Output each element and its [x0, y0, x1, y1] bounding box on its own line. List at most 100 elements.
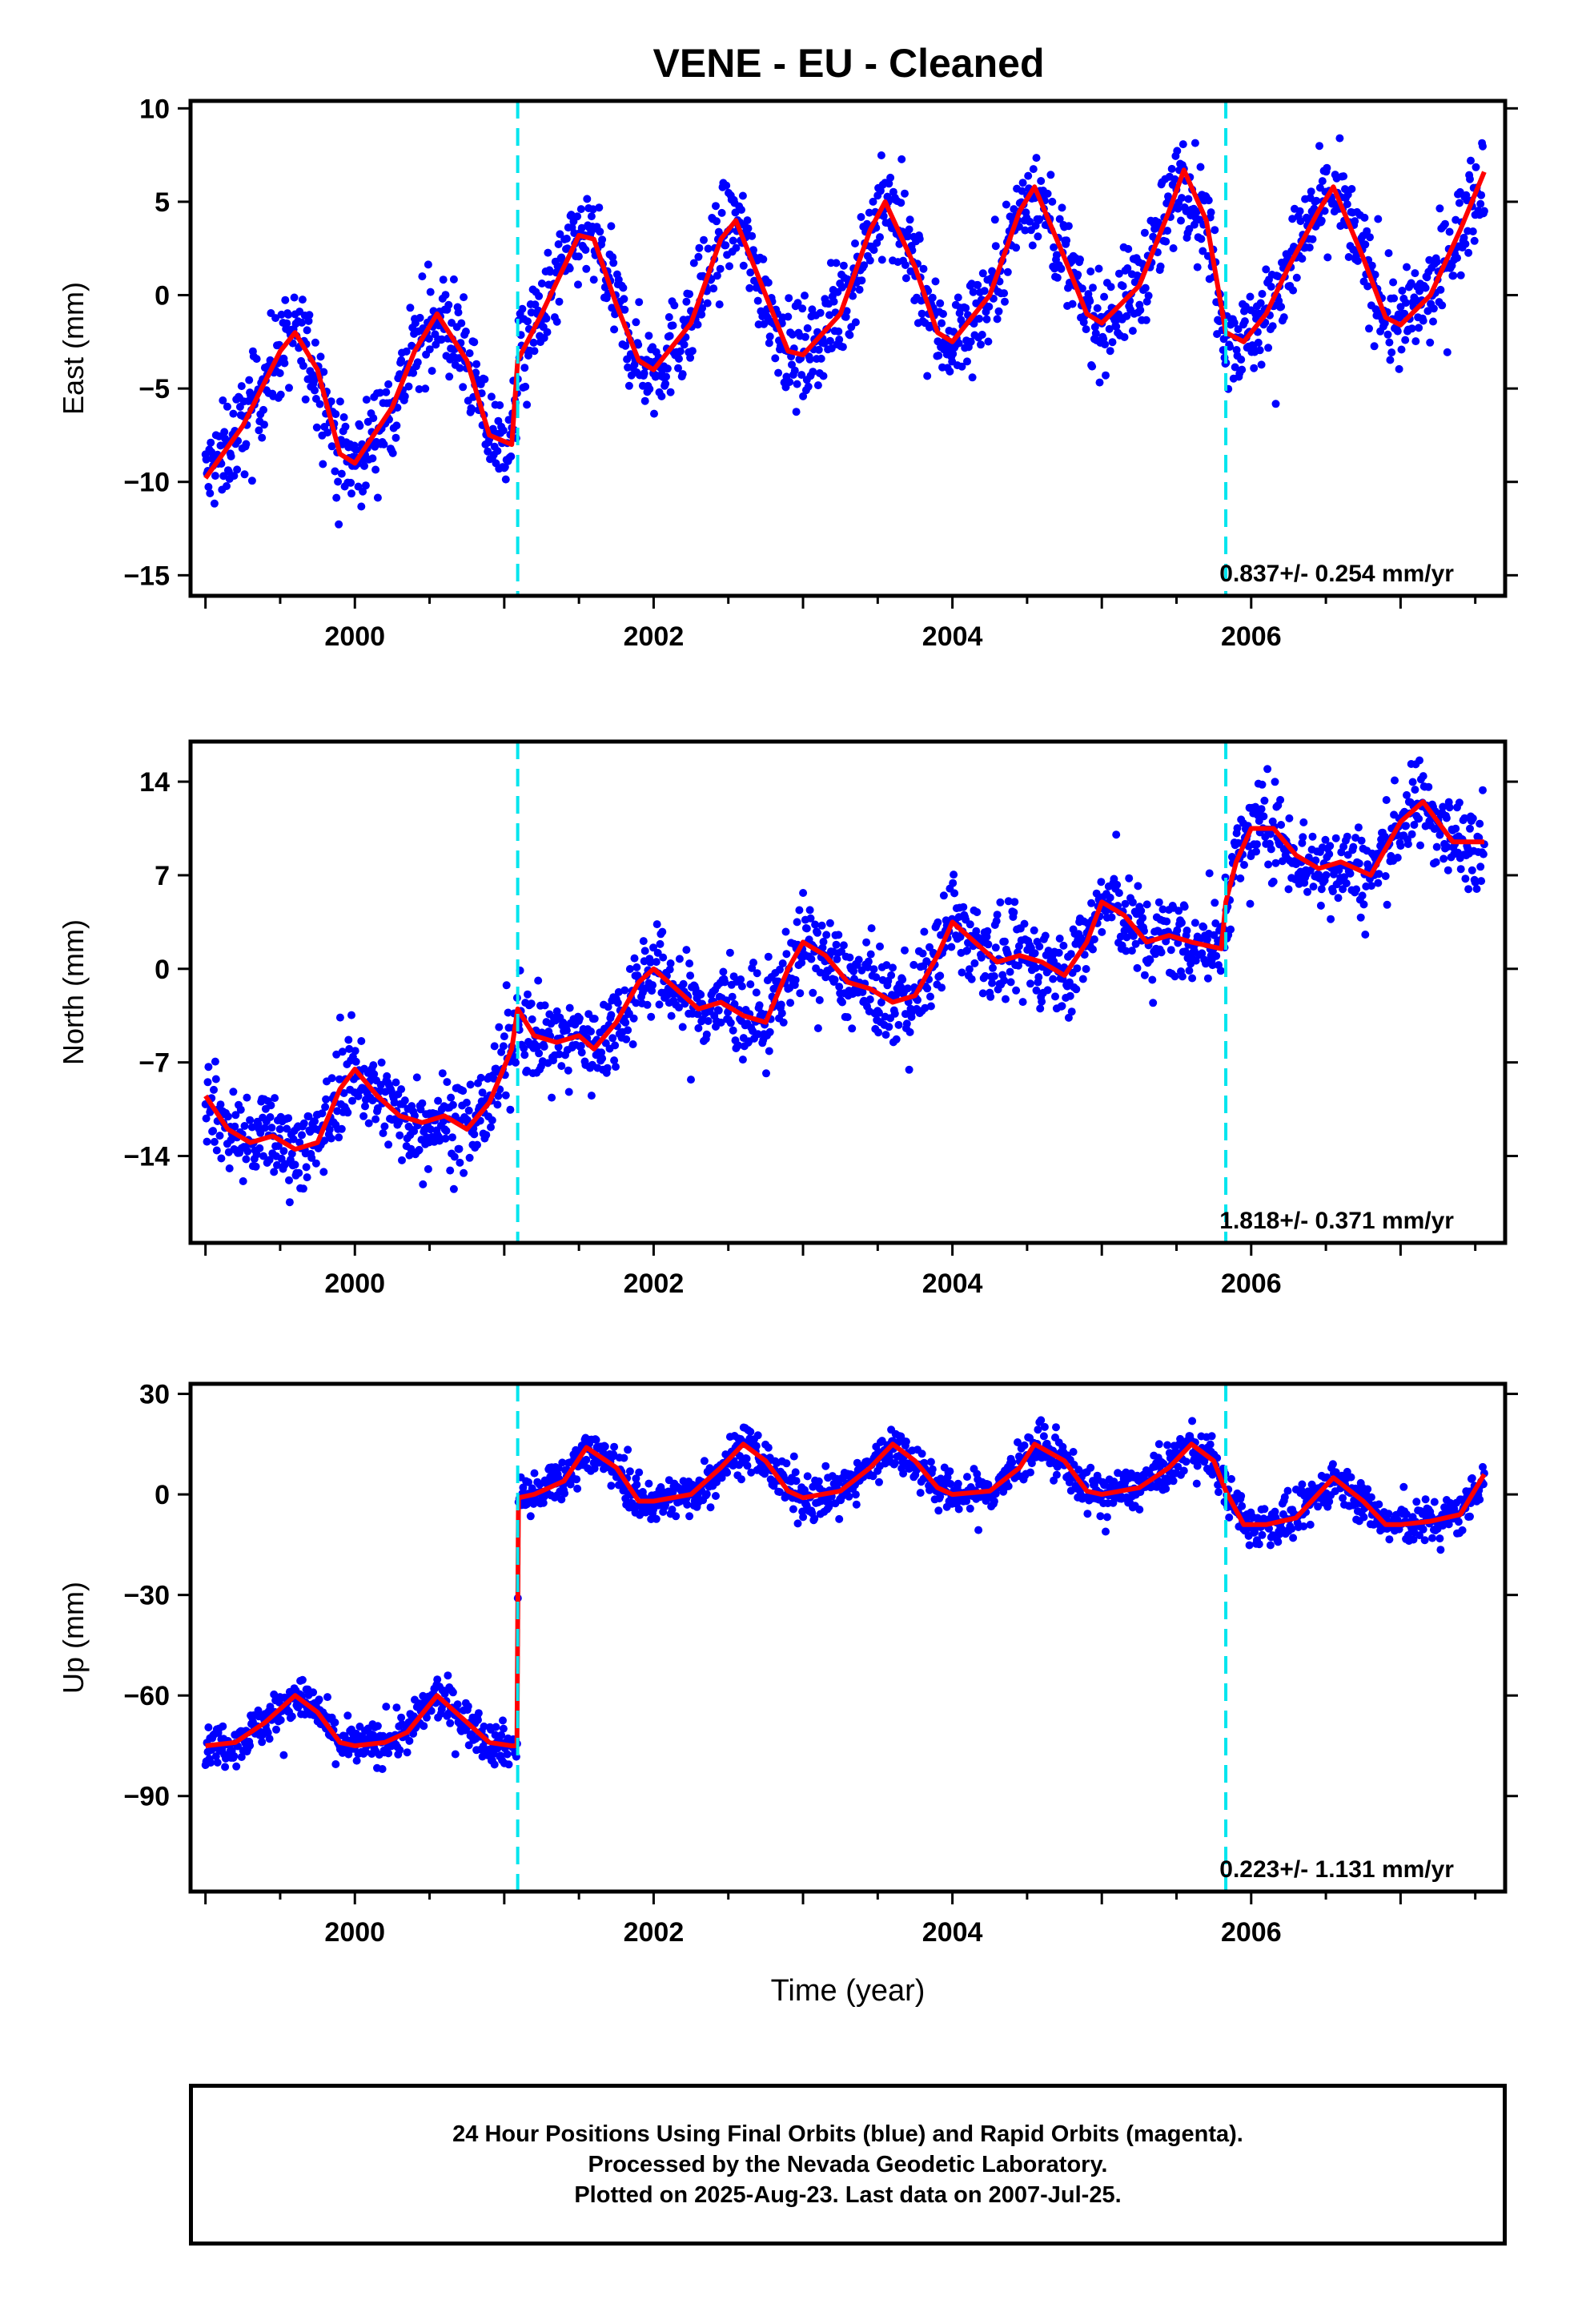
- east-data-point: [978, 269, 987, 278]
- north-data-point: [1211, 899, 1219, 907]
- north-data-point: [377, 1058, 386, 1067]
- north-data-point: [1461, 875, 1470, 883]
- north-data-point: [279, 1147, 288, 1156]
- east-data-point: [784, 312, 793, 321]
- north-data-point: [647, 1012, 656, 1021]
- north-data-point: [686, 971, 695, 980]
- north-data-point: [903, 984, 912, 993]
- north-data-point: [527, 999, 536, 1008]
- north-x-tick-label: 2006: [1221, 1269, 1282, 1299]
- east-data-point: [732, 243, 741, 252]
- north-data-point: [753, 1030, 762, 1039]
- north-data-point: [223, 1112, 232, 1121]
- east-data-points: [201, 134, 1488, 529]
- north-data-point: [1456, 865, 1465, 874]
- east-x-tick-label: 2002: [624, 621, 685, 652]
- east-data-point: [674, 364, 682, 372]
- east-data-point: [546, 267, 555, 276]
- north-data-point: [1340, 873, 1348, 882]
- north-data-point: [963, 946, 971, 955]
- east-data-point: [233, 465, 242, 474]
- north-data-point: [1043, 986, 1052, 995]
- north-data-point: [202, 1114, 211, 1123]
- east-data-point: [620, 295, 628, 304]
- north-data-point: [494, 1092, 503, 1100]
- north-data-point: [628, 1040, 637, 1048]
- east-data-point: [1122, 312, 1131, 320]
- east-data-point: [1363, 282, 1372, 291]
- east-data-point: [697, 310, 706, 319]
- east-data-point: [662, 372, 670, 381]
- north-data-point: [564, 1088, 573, 1096]
- up-data-point: [1271, 1507, 1279, 1516]
- east-data-point: [207, 438, 215, 447]
- north-data-point: [839, 941, 848, 950]
- north-data-point: [299, 1184, 307, 1193]
- up-data-point: [747, 1468, 756, 1477]
- up-data-point: [474, 1709, 483, 1718]
- north-data-point: [966, 920, 974, 929]
- north-data-point: [806, 914, 815, 923]
- up-data-point: [573, 1484, 582, 1493]
- north-data-point: [667, 1011, 676, 1020]
- east-data-point: [1403, 263, 1411, 271]
- north-data-point: [934, 918, 942, 927]
- east-data-point: [332, 493, 341, 502]
- north-data-point: [456, 1158, 464, 1167]
- up-data-point: [446, 1719, 455, 1727]
- east-data-point: [801, 332, 809, 341]
- north-data-point: [1355, 859, 1363, 868]
- east-data-point: [441, 291, 450, 300]
- north-data-point: [901, 946, 909, 955]
- north-data-point: [1276, 795, 1285, 804]
- up-data-point: [1159, 1459, 1168, 1468]
- east-data-point: [1128, 327, 1137, 336]
- north-data-point: [1260, 796, 1269, 805]
- north-data-point: [1122, 933, 1131, 942]
- east-data-point: [1274, 272, 1283, 281]
- east-data-point: [614, 275, 623, 284]
- up-data-points: [201, 1416, 1488, 1773]
- north-data-point: [988, 979, 997, 987]
- east-data-point: [1347, 185, 1356, 193]
- east-data-point: [670, 301, 679, 310]
- north-data-point: [1114, 889, 1123, 898]
- east-data-point: [1142, 316, 1150, 324]
- north-data-point: [797, 959, 806, 967]
- up-data-point: [743, 1462, 752, 1470]
- east-data-point: [556, 230, 564, 239]
- north-data-point: [1162, 917, 1171, 926]
- north-data-point: [415, 1145, 424, 1154]
- north-data-point: [675, 1003, 683, 1012]
- up-data-point: [444, 1671, 452, 1680]
- east-data-point: [817, 354, 825, 363]
- east-data-point: [1003, 267, 1012, 276]
- north-data-point: [1267, 845, 1275, 854]
- north-data-point: [325, 1125, 334, 1134]
- north-data-point: [981, 971, 990, 980]
- east-data-point: [276, 390, 285, 399]
- north-data-point: [555, 1050, 564, 1059]
- east-data-point: [518, 304, 527, 313]
- north-data-point: [412, 1073, 421, 1082]
- north-data-point: [459, 1087, 468, 1096]
- north-y-tick-label: −7: [139, 1048, 170, 1079]
- east-data-point: [974, 280, 982, 289]
- east-data-point: [204, 483, 213, 491]
- north-data-point: [1006, 978, 1015, 987]
- east-data-point: [379, 440, 388, 448]
- north-data-point: [1375, 870, 1383, 879]
- east-data-point: [1190, 220, 1199, 229]
- north-data-point: [639, 937, 648, 946]
- north-data-point: [270, 1168, 279, 1176]
- north-data-point: [1356, 913, 1365, 922]
- north-data-point: [1180, 903, 1189, 911]
- north-data-point: [620, 986, 629, 995]
- north-data-point: [380, 1122, 389, 1131]
- east-data-point: [1193, 263, 1202, 271]
- east-data-point: [537, 279, 546, 287]
- east-data-point: [242, 440, 251, 448]
- north-data-point: [338, 1047, 347, 1056]
- east-data-point: [737, 206, 745, 214]
- north-data-point: [405, 1151, 414, 1160]
